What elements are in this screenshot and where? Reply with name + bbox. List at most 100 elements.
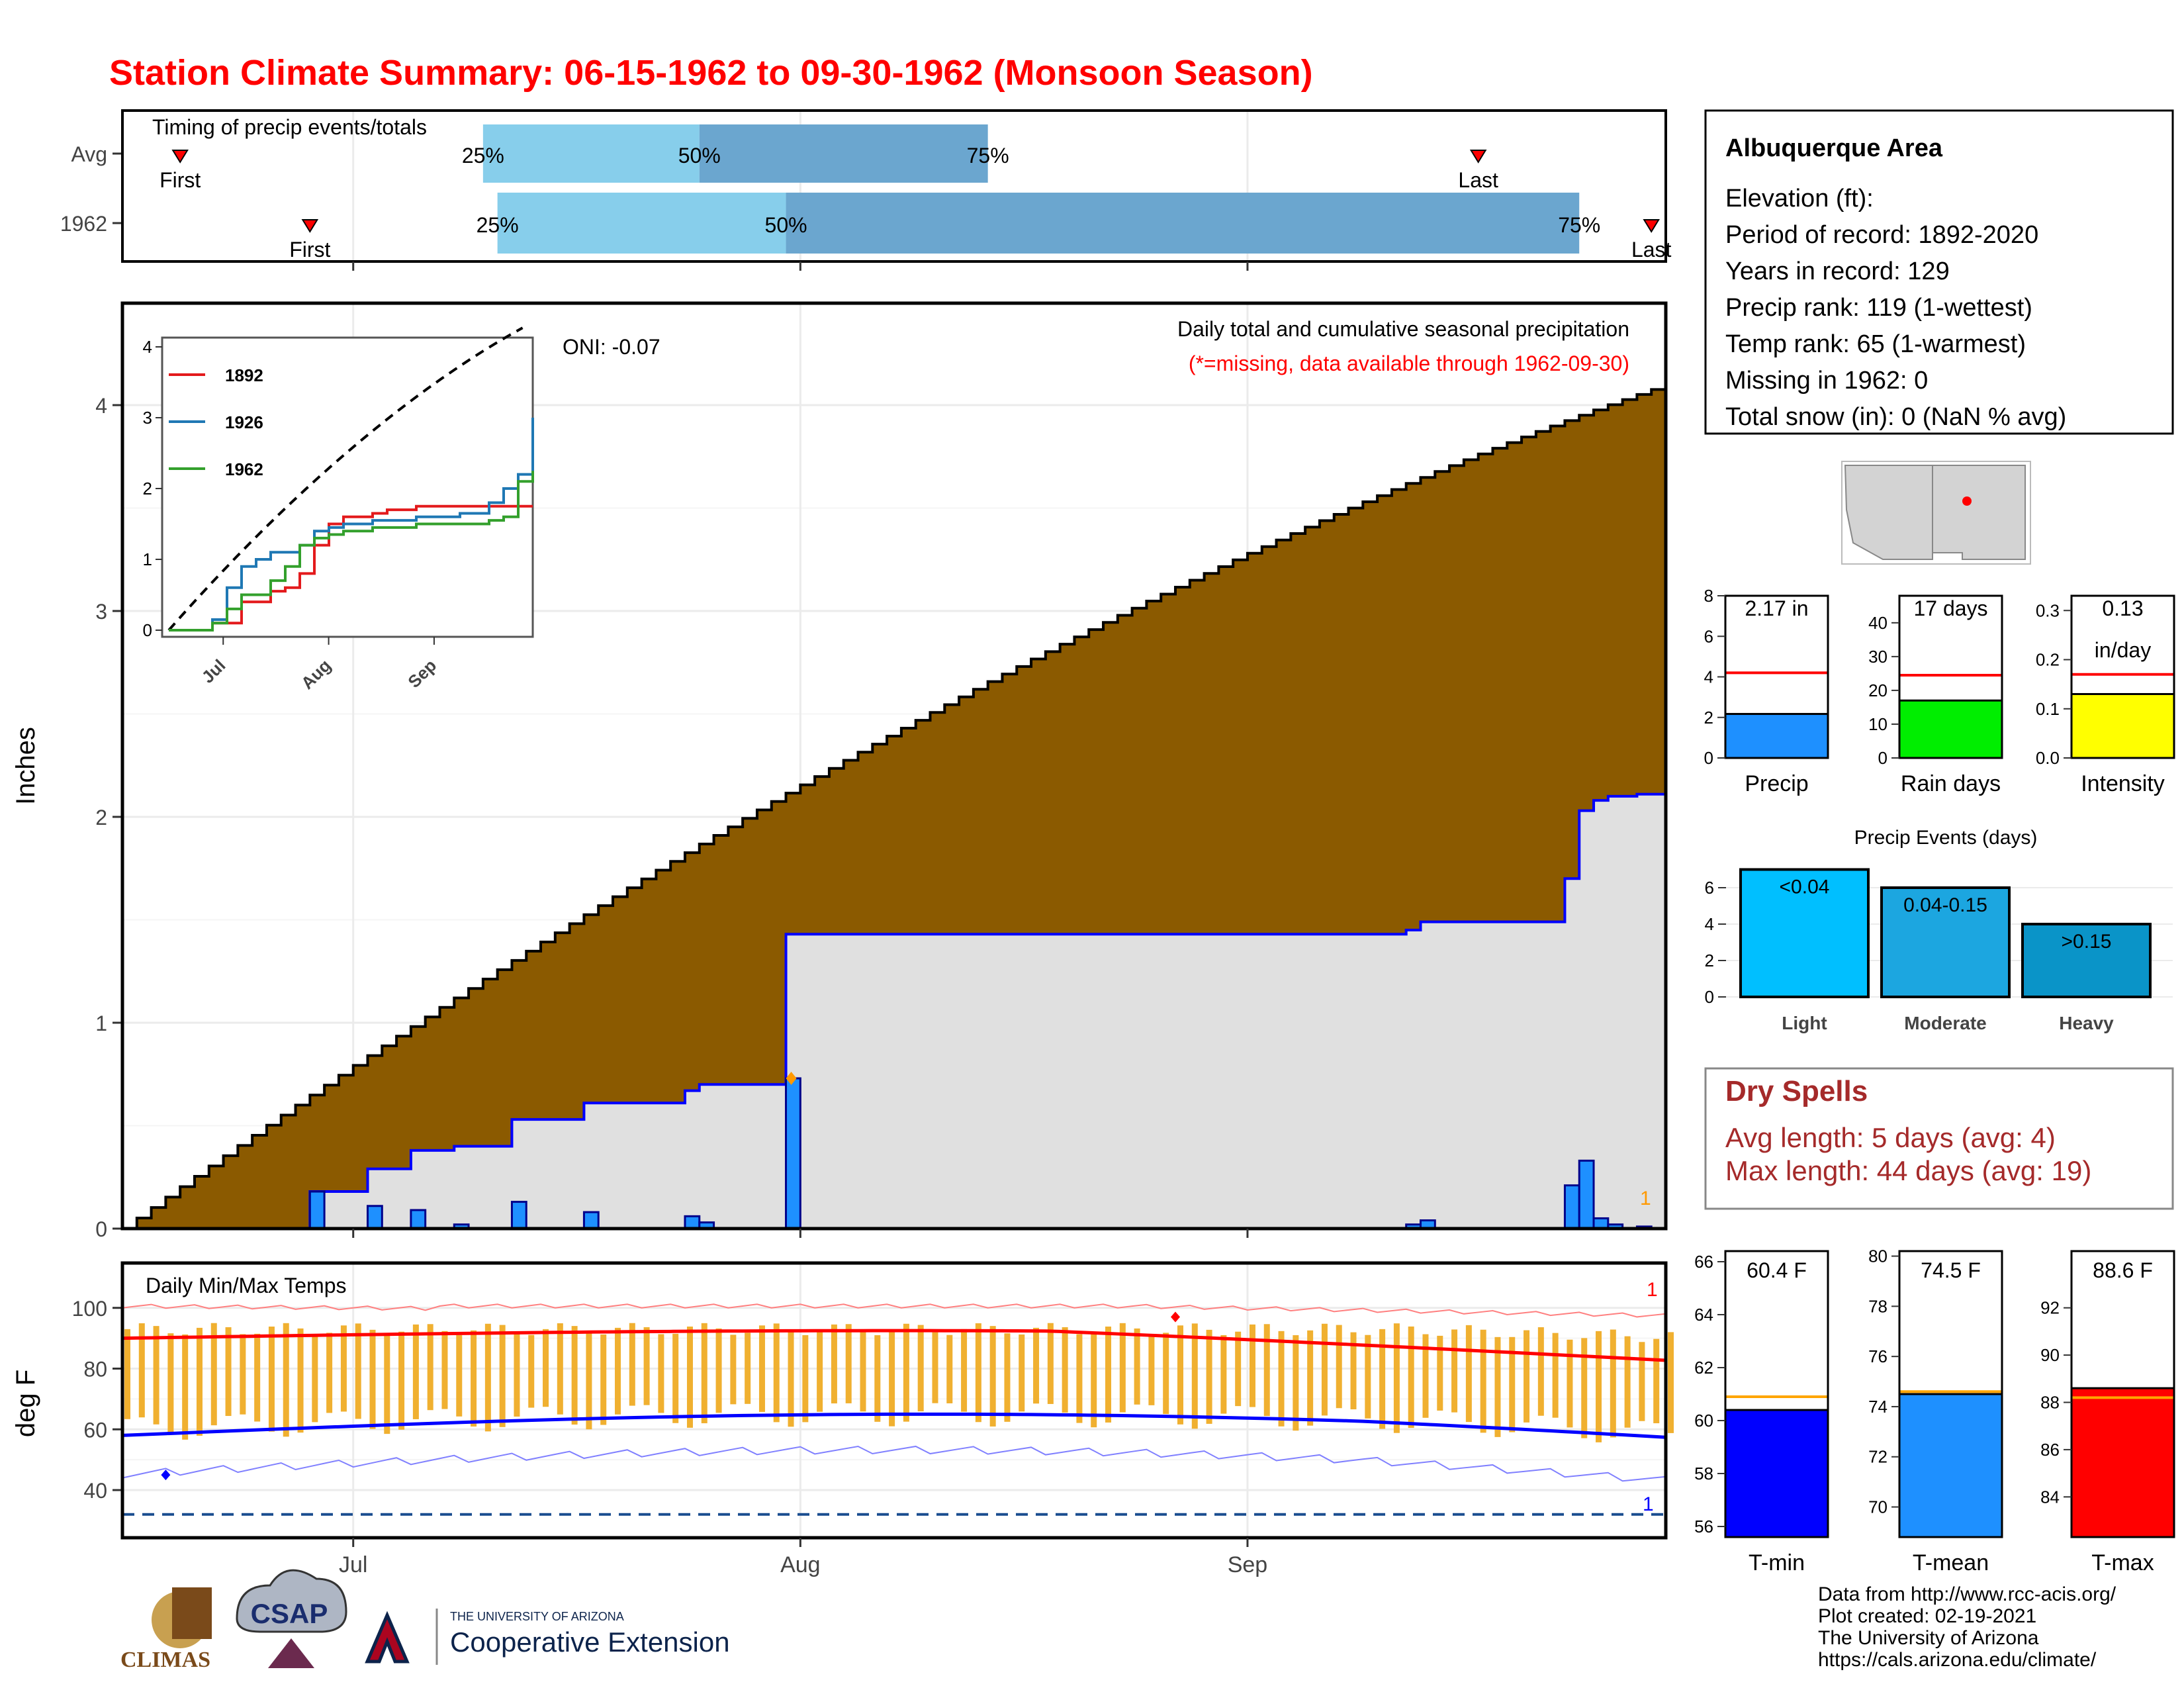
station-box xyxy=(1704,109,2174,435)
y-tick-label: 60 xyxy=(83,1418,107,1442)
y-tick-label: 2 xyxy=(95,806,107,829)
daily-temp-bar xyxy=(1148,1335,1155,1405)
mini-bar-tick-label: 6 xyxy=(1704,626,1713,646)
y-tick-label: 0 xyxy=(95,1217,107,1241)
timing-p75-label: 75% xyxy=(1558,213,1600,237)
temp-bar-tick-label: 74 xyxy=(1868,1397,1888,1417)
x-tick-label: Jul xyxy=(339,1552,367,1577)
mini-bar-label: Rain days xyxy=(1901,771,2001,796)
daily-temp-bar xyxy=(1393,1323,1400,1433)
daily-temp-bar xyxy=(773,1323,780,1423)
dry-spells-box xyxy=(1704,1067,2174,1210)
temp-bar-tick-label: 80 xyxy=(1868,1246,1888,1266)
daily-temp-bar xyxy=(817,1331,823,1412)
daily-precip-bar xyxy=(1578,1159,1595,1230)
daily-temp-bar xyxy=(845,1324,852,1403)
dry-spells-title: Dry Spells xyxy=(1725,1075,1868,1107)
climas-logo-text: CLIMAS xyxy=(120,1648,210,1672)
daily-temp-bar xyxy=(1350,1332,1357,1410)
daily-temp-bar xyxy=(196,1327,203,1436)
temp-bar-label: T-mean xyxy=(1913,1550,1989,1575)
mini-bar-value: 17 days xyxy=(1913,596,1987,620)
daily-temp-bar xyxy=(1263,1324,1270,1417)
dry-spells-avg: Avg length: 5 days (avg: 4) xyxy=(1725,1122,2056,1153)
daily-temp-bar xyxy=(384,1335,390,1434)
mini-bar-tick-label: 4 xyxy=(1704,667,1713,687)
station-location-dot xyxy=(1962,496,1972,506)
mini-bar-tick-label: 0.1 xyxy=(2036,699,2060,719)
daily-temp-bar xyxy=(369,1329,376,1429)
events-title: Precip Events (days) xyxy=(1854,827,2038,849)
mini-bar-tick-label: 30 xyxy=(1868,647,1888,667)
credit-line: Plot created: 02-19-2021 xyxy=(1818,1605,2036,1627)
daily-temp-bar xyxy=(456,1335,463,1417)
last-marker xyxy=(1643,219,1660,233)
timing-bar-50-75 xyxy=(699,124,988,183)
mini-bar-value: 2.17 in xyxy=(1745,596,1808,620)
daily-temp-bar xyxy=(543,1329,549,1407)
temp-bar-tick-label: 78 xyxy=(1868,1296,1888,1316)
daily-temp-bar xyxy=(182,1334,189,1440)
station-line: Elevation (ft): xyxy=(1725,185,1874,212)
station-line: Temp rank: 65 (1-warmest) xyxy=(1725,330,2026,358)
temp-bar-frame xyxy=(2070,1250,2175,1538)
daily-temp-bar xyxy=(1537,1327,1544,1416)
inset-y-tick-label: 4 xyxy=(143,337,152,357)
csap-logo-text: CSAP xyxy=(251,1598,328,1629)
ua-a-mark xyxy=(365,1611,410,1664)
legend-label: 1892 xyxy=(225,365,263,385)
precip-subtitle: (*=missing, data available through 1962-… xyxy=(1189,352,1629,375)
daily-temp-bar xyxy=(427,1324,433,1411)
station-name: Albuquerque Area xyxy=(1725,134,1943,162)
credit-line: Data from http://www.rcc-acis.org/ xyxy=(1818,1583,2116,1605)
temp-bar-value: 60.4 F xyxy=(1747,1258,1807,1282)
temp-y-axis-label: deg F xyxy=(11,1370,40,1437)
daily-temp-bar xyxy=(1524,1330,1530,1423)
cumulative-1962-area xyxy=(122,794,1666,1229)
mini-bar-tick-label: 0.0 xyxy=(2036,748,2060,768)
inset-y-tick-label: 3 xyxy=(143,408,152,428)
first-marker xyxy=(171,150,189,164)
y-tick-label: 3 xyxy=(95,600,107,624)
daily-temp-bar xyxy=(860,1331,866,1412)
daily-temp-bar xyxy=(398,1331,405,1430)
map-arizona xyxy=(1844,465,1933,560)
daily-temp-bar xyxy=(586,1333,592,1430)
ua-small-text: THE UNIVERSITY OF ARIZONA xyxy=(450,1610,624,1623)
daily-temp-bar xyxy=(831,1324,837,1404)
event-bar-heavy xyxy=(2021,923,2152,998)
inset-avg-line xyxy=(167,326,523,632)
daily-temp-bar xyxy=(874,1335,881,1422)
first-label: First xyxy=(289,238,330,261)
temp-bar-tick-label: 62 xyxy=(1694,1358,1713,1378)
temp-bar-tick-label: 70 xyxy=(1868,1497,1888,1517)
temp-bar-tick-label: 92 xyxy=(2040,1298,2060,1318)
y-tick-label: 1 xyxy=(95,1011,107,1035)
avg-min-line xyxy=(122,1412,1666,1439)
temp-bar-value: 88.6 F xyxy=(2093,1258,2153,1282)
first-label: First xyxy=(159,168,201,192)
daily-temp-bar xyxy=(1639,1342,1645,1421)
legend-label: 1962 xyxy=(225,459,263,479)
daily-temp-bar xyxy=(1004,1333,1011,1422)
credit-line: The University of Arizona xyxy=(1818,1627,2039,1649)
daily-temp-bar xyxy=(254,1333,261,1422)
inset-series-1926 xyxy=(169,418,534,632)
record-max-marker xyxy=(1170,1311,1180,1323)
credit-line: https://cals.arizona.edu/climate/ xyxy=(1818,1649,2097,1671)
temp-bar-tick-label: 72 xyxy=(1868,1447,1888,1467)
timing-p50-label: 50% xyxy=(765,213,807,237)
daily-temp-bar xyxy=(917,1325,924,1412)
daily-temp-bar xyxy=(1293,1335,1299,1431)
daily-temp-bar xyxy=(1249,1324,1255,1407)
daily-temp-bar xyxy=(1047,1323,1054,1404)
timing-row-label: 1962 xyxy=(60,212,107,236)
event-bar-label: Moderate xyxy=(1904,1013,1986,1033)
figure-title: Station Climate Summary: 06-15-1962 to 0… xyxy=(109,53,1313,93)
temp-bar-frame xyxy=(1898,1250,2003,1538)
temp-bar-value: 74.5 F xyxy=(1921,1258,1981,1282)
daily-temp-bar xyxy=(802,1335,809,1423)
daily-temp-bar xyxy=(1494,1336,1501,1437)
daily-temp-bar xyxy=(1668,1332,1674,1433)
station-line: Years in record: 129 xyxy=(1725,258,1950,285)
